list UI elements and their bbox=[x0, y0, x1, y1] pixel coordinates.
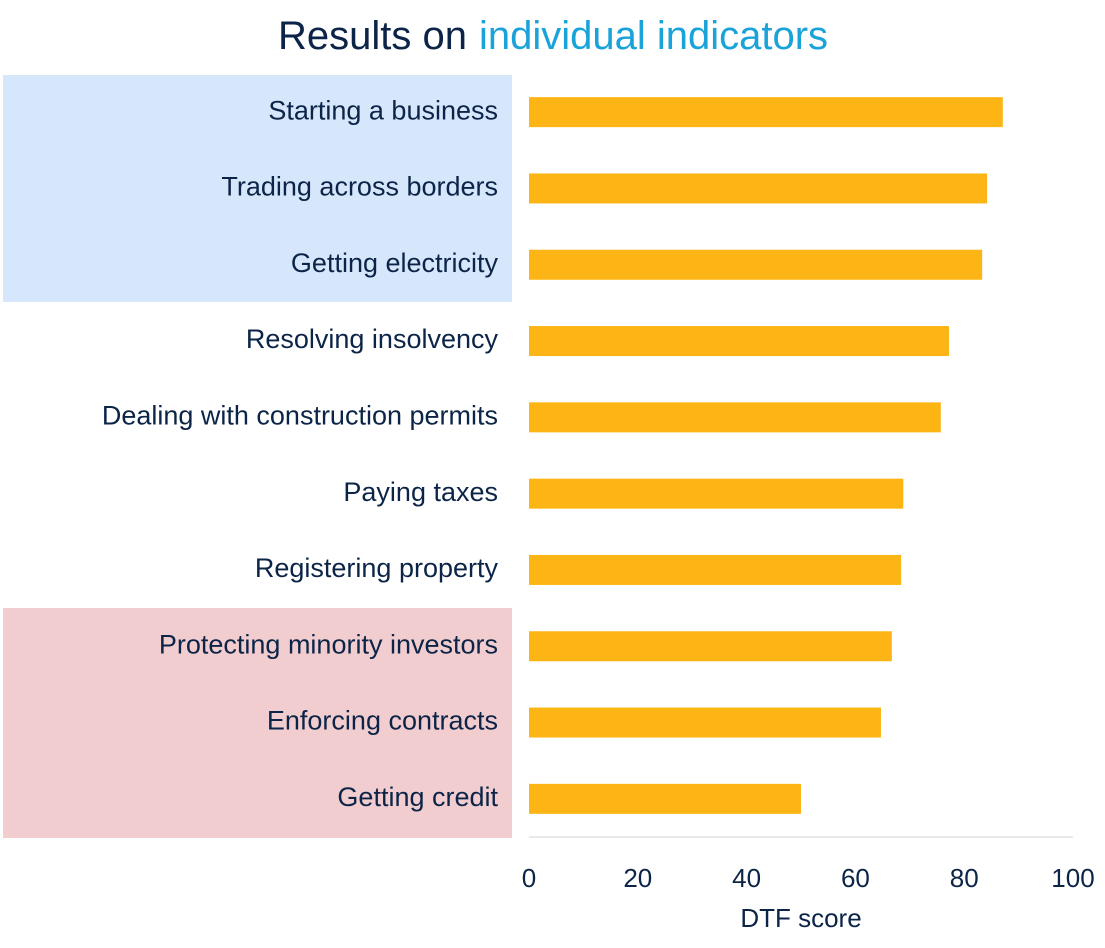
bar bbox=[529, 707, 881, 738]
y-tick-label: Enforcing contracts bbox=[267, 706, 498, 736]
y-tick-label: Dealing with construction permits bbox=[102, 400, 498, 430]
x-tick-label: 60 bbox=[841, 863, 870, 893]
x-tick-label: 20 bbox=[623, 863, 652, 893]
bottom-group-highlight bbox=[3, 608, 512, 838]
y-tick-label: Trading across borders bbox=[221, 172, 498, 202]
bar bbox=[529, 631, 892, 662]
title-part: Results on bbox=[278, 14, 467, 58]
y-tick-label: Starting a business bbox=[268, 95, 498, 125]
x-tick-label: 0 bbox=[522, 863, 536, 893]
top-group-highlight bbox=[3, 75, 512, 302]
bar bbox=[529, 173, 988, 204]
x-tick-label: 80 bbox=[950, 863, 979, 893]
bar bbox=[529, 554, 902, 585]
y-tick-label: Resolving insolvency bbox=[246, 324, 499, 354]
bar bbox=[529, 97, 1003, 128]
x-tick-label: 40 bbox=[732, 863, 761, 893]
bar bbox=[529, 478, 904, 509]
chart-title: Results on individual indicators bbox=[278, 14, 828, 58]
x-axis-title: DTF score bbox=[740, 903, 861, 933]
title-part: individual indicators bbox=[479, 14, 828, 58]
bar bbox=[529, 326, 949, 357]
y-tick-label: Paying taxes bbox=[343, 477, 498, 507]
bar bbox=[529, 783, 801, 814]
x-tick-label: 100 bbox=[1051, 863, 1094, 893]
bar bbox=[529, 402, 941, 433]
bar bbox=[529, 249, 983, 280]
y-tick-label: Registering property bbox=[255, 553, 499, 583]
y-tick-label: Getting electricity bbox=[291, 248, 499, 278]
y-tick-label: Getting credit bbox=[337, 782, 498, 812]
y-tick-label: Protecting minority investors bbox=[159, 629, 498, 659]
